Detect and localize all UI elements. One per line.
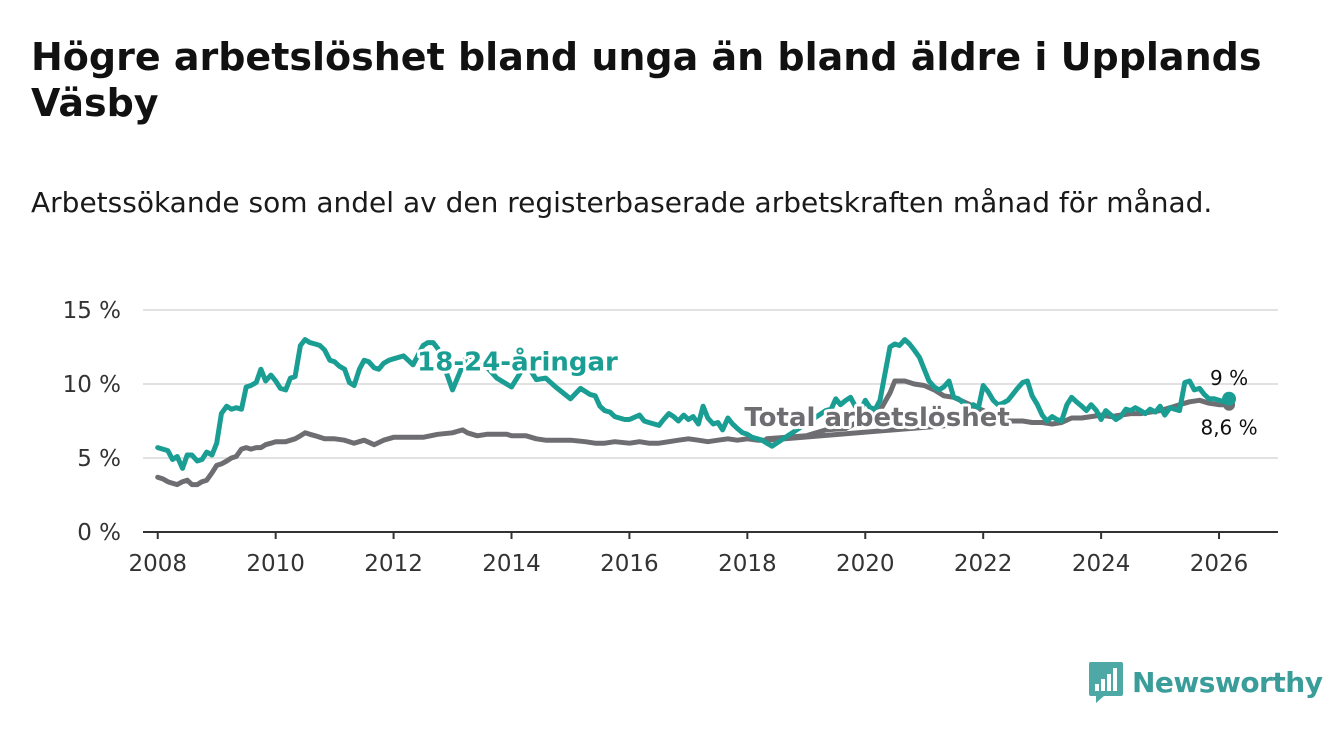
end-label-youth: 9 % — [1210, 366, 1248, 390]
x-tick-label: 2022 — [954, 551, 1013, 577]
gridlines — [143, 309, 1278, 459]
x-tick-label: 2010 — [246, 551, 305, 577]
series-line-total — [155, 397, 1232, 488]
x-tick-label: 2024 — [1072, 551, 1131, 577]
end-point-youth — [1222, 391, 1237, 406]
series-lines — [155, 337, 1232, 488]
newsworthy-chat-bar-icon — [1089, 662, 1123, 703]
series-labels: 18-24-åringar Total arbetslöshet — [414, 343, 1013, 437]
y-axis-tick-labels: 0 % 5 % 10 % 15 % — [63, 298, 121, 546]
chart-subtitle: Arbetssökande som andel av den registerb… — [31, 186, 1213, 219]
x-tick-label: 2026 — [1190, 551, 1249, 577]
series-label-youth: 18-24-åringar — [417, 346, 618, 378]
brand-name: Newsworthy — [1132, 665, 1323, 699]
x-tick-label: 2016 — [600, 551, 659, 577]
newsworthy-logo: Newsworthy — [1088, 660, 1323, 704]
y-tick-label: 10 % — [63, 372, 121, 398]
end-label-total: 8,6 % — [1200, 416, 1257, 440]
series-label-total: Total arbetslöshet — [744, 403, 1009, 433]
x-axis-ticks: 2008 2010 2012 2014 2016 2018 2020 2022 2024 2026 — [128, 532, 1248, 577]
x-tick-label: 2008 — [128, 551, 187, 577]
y-tick-label: 0 % — [77, 520, 121, 546]
series-line-youth — [155, 337, 1232, 471]
y-tick-label: 5 % — [77, 446, 121, 472]
x-tick-label: 2018 — [718, 551, 777, 577]
x-tick-label: 2014 — [482, 551, 541, 577]
end-markers: 9 % 8,6 % — [1200, 366, 1257, 440]
y-tick-label: 15 % — [63, 298, 121, 324]
x-tick-label: 2020 — [836, 551, 895, 577]
x-tick-label: 2012 — [364, 551, 423, 577]
chart-title: Högre arbetslöshet bland unga än bland ä… — [31, 35, 1262, 125]
